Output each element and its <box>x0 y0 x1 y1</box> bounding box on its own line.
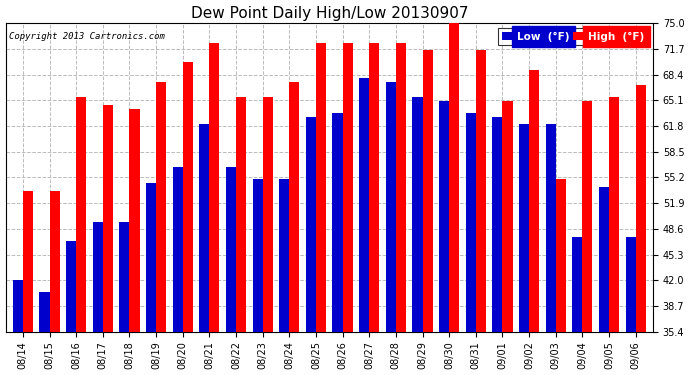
Bar <box>50 190 59 375</box>
Bar <box>599 187 609 375</box>
Bar <box>119 222 130 375</box>
Bar <box>172 167 183 375</box>
Bar <box>23 190 33 375</box>
Bar <box>66 242 76 375</box>
Bar <box>209 43 219 375</box>
Bar <box>279 179 289 375</box>
Bar <box>519 124 529 375</box>
Bar <box>555 179 566 375</box>
Bar <box>333 113 343 375</box>
Bar <box>572 237 582 375</box>
Bar <box>413 97 422 375</box>
Bar <box>289 81 299 375</box>
Bar <box>146 183 156 375</box>
Bar <box>422 50 433 375</box>
Bar <box>199 124 209 375</box>
Bar <box>130 109 139 375</box>
Bar <box>183 62 193 375</box>
Bar <box>306 117 316 375</box>
Bar <box>359 78 369 375</box>
Bar <box>156 81 166 375</box>
Bar <box>493 117 502 375</box>
Bar <box>39 292 50 375</box>
Bar <box>386 81 396 375</box>
Bar <box>343 43 353 375</box>
Text: Copyright 2013 Cartronics.com: Copyright 2013 Cartronics.com <box>9 32 165 41</box>
Bar <box>439 101 449 375</box>
Bar <box>316 43 326 375</box>
Bar <box>92 222 103 375</box>
Bar <box>369 43 380 375</box>
Bar <box>226 167 236 375</box>
Title: Dew Point Daily High/Low 20130907: Dew Point Daily High/Low 20130907 <box>190 6 468 21</box>
Bar <box>502 101 513 375</box>
Bar <box>529 70 539 375</box>
Bar <box>236 97 246 375</box>
Bar <box>263 97 273 375</box>
Bar <box>103 105 113 375</box>
Bar <box>582 101 593 375</box>
Bar <box>476 50 486 375</box>
Bar <box>253 179 263 375</box>
Bar <box>635 86 646 375</box>
Bar <box>449 15 460 375</box>
Legend: Low  (°F), High  (°F): Low (°F), High (°F) <box>498 28 648 45</box>
Bar <box>466 113 476 375</box>
Bar <box>12 280 23 375</box>
Bar <box>76 97 86 375</box>
Bar <box>609 97 619 375</box>
Bar <box>626 237 635 375</box>
Bar <box>396 43 406 375</box>
Bar <box>546 124 555 375</box>
